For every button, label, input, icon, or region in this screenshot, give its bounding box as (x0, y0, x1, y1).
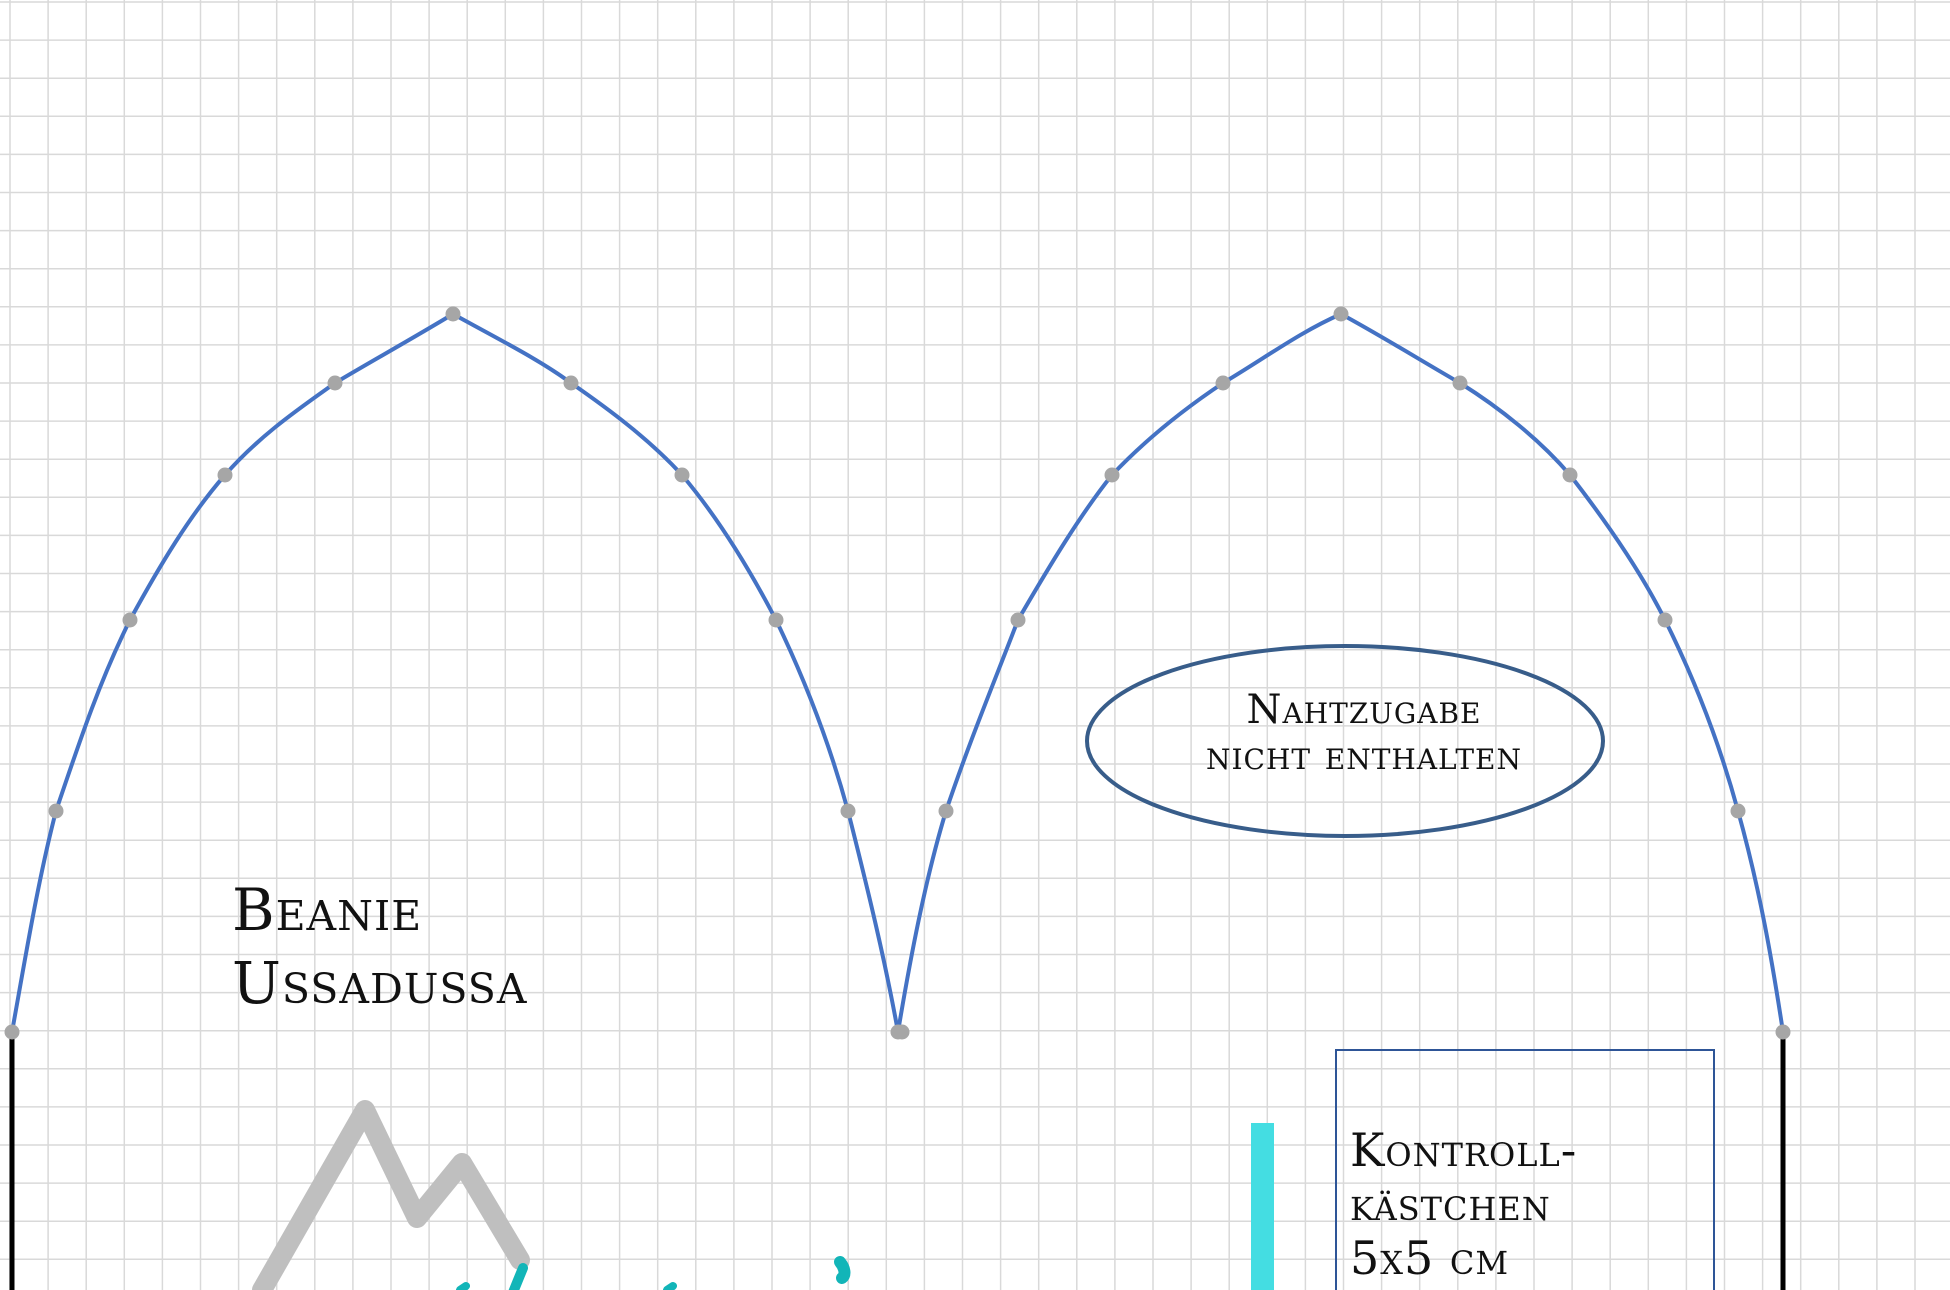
logo-script-dot2-icon (456, 1282, 470, 1290)
curve-point (445, 306, 461, 322)
curve-point (674, 467, 690, 483)
pattern-title-line1: Beanie (232, 876, 423, 944)
curve-point (1775, 1024, 1791, 1040)
control-box-label-line3: 5x5 cm (1350, 1231, 1510, 1285)
control-box-frame (1335, 1049, 1715, 1290)
curve-point (1215, 375, 1231, 391)
curve-point (1333, 306, 1349, 322)
curve-point (48, 803, 64, 819)
curve-point (122, 612, 138, 628)
seam-note-ellipse (1085, 644, 1605, 838)
curve-point (1657, 612, 1673, 628)
curve-point (840, 803, 856, 819)
curve-point (1104, 467, 1120, 483)
curve-point (1452, 375, 1468, 391)
curve-point (1562, 467, 1578, 483)
pattern-title-line2: Ussadussa (232, 949, 528, 1017)
curve-point (327, 375, 343, 391)
curve-point (894, 1024, 910, 1040)
curve-point (768, 612, 784, 628)
curve-points (4, 306, 1791, 1040)
seam-note-line1: Nahtzugabe (1246, 687, 1482, 733)
logo-script-dot-icon (834, 1256, 851, 1284)
control-box-label-line2: kästchen (1350, 1177, 1551, 1231)
curve-point (938, 803, 954, 819)
seam-note-line2: nicht enthalten (1206, 733, 1522, 779)
curve-point (4, 1024, 20, 1040)
control-box-label-line1: Kontroll- (1350, 1123, 1578, 1177)
logo-mountain-icon (252, 1100, 530, 1290)
accent-bar (1251, 1123, 1274, 1290)
curve-point (1730, 803, 1746, 819)
logo-script-dot3-icon (663, 1282, 677, 1290)
curve-point (1010, 612, 1026, 628)
curve-point (563, 375, 579, 391)
right-crown-curve (896, 311, 1785, 1033)
left-crown-curve (10, 311, 900, 1033)
curve-point (217, 467, 233, 483)
logo-script-icon (508, 1263, 528, 1290)
